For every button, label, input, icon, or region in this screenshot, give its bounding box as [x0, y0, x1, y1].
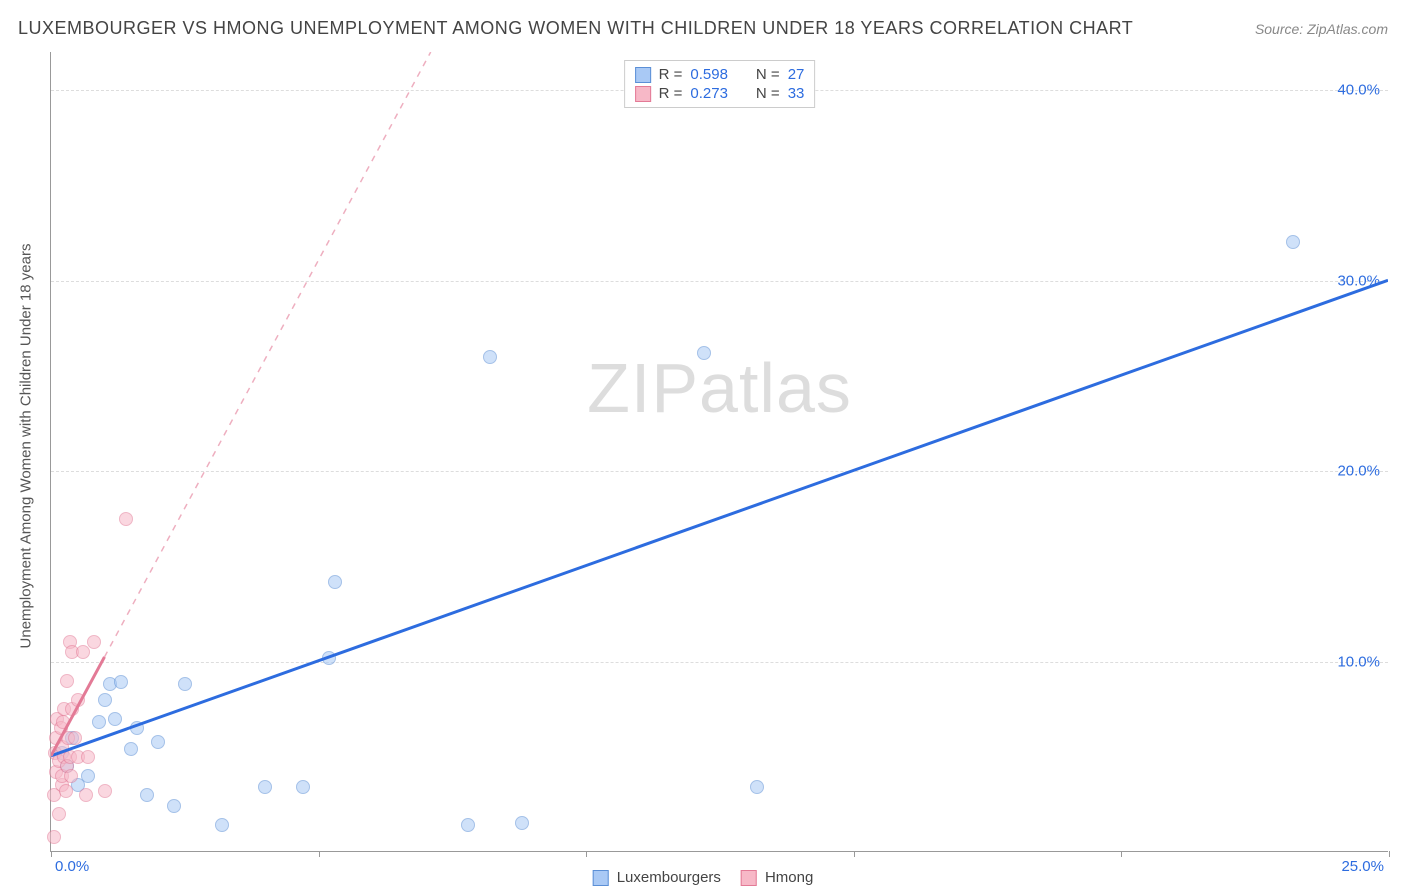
data-point — [47, 830, 61, 844]
x-tick — [854, 851, 855, 857]
data-point — [1286, 235, 1300, 249]
gridline — [51, 662, 1388, 663]
data-point — [71, 693, 85, 707]
legend-r-label: R = — [659, 85, 683, 102]
legend-swatch — [593, 870, 609, 886]
legend-label: Hmong — [765, 869, 813, 886]
data-point — [56, 715, 70, 729]
gridline — [51, 281, 1388, 282]
data-point — [64, 769, 78, 783]
data-point — [92, 715, 106, 729]
data-point — [296, 780, 310, 794]
legend-stats-row: R = 0.273 N = 33 — [635, 84, 805, 103]
data-point — [697, 346, 711, 360]
data-point — [483, 350, 497, 364]
legend-n-label: N = — [756, 66, 780, 83]
data-point — [59, 784, 73, 798]
legend-stats: R = 0.598 N = 27 R = 0.273 N = 33 — [624, 60, 816, 108]
x-tick — [1121, 851, 1122, 857]
data-point — [81, 769, 95, 783]
data-point — [52, 807, 66, 821]
y-tick-label: 40.0% — [1337, 82, 1380, 99]
data-point — [750, 780, 764, 794]
legend-swatch — [741, 870, 757, 886]
data-point — [124, 742, 138, 756]
x-tick-label: 25.0% — [1341, 858, 1384, 875]
chart-title: LUXEMBOURGER VS HMONG UNEMPLOYMENT AMONG… — [18, 18, 1133, 39]
scatter-plot: ZIPatlas R = 0.598 N = 27 R = 0.273 N = 33 10.0… — [50, 52, 1388, 852]
data-point — [515, 816, 529, 830]
source-label: Source: ZipAtlas.com — [1255, 21, 1388, 37]
data-point — [68, 731, 82, 745]
legend-label: Luxembourgers — [617, 869, 721, 886]
x-tick — [1389, 851, 1390, 857]
data-point — [114, 675, 128, 689]
legend-swatch — [635, 86, 651, 102]
data-point — [60, 674, 74, 688]
legend-series: Luxembourgers Hmong — [593, 869, 814, 886]
data-point — [322, 651, 336, 665]
gridline — [51, 471, 1388, 472]
data-point — [215, 818, 229, 832]
legend-item: Luxembourgers — [593, 869, 721, 886]
legend-r-value: 0.273 — [690, 85, 728, 102]
legend-r-label: R = — [659, 66, 683, 83]
data-point — [108, 712, 122, 726]
legend-n-label: N = — [756, 85, 780, 102]
x-tick — [51, 851, 52, 857]
data-point — [98, 784, 112, 798]
y-tick-label: 30.0% — [1337, 272, 1380, 289]
data-point — [328, 575, 342, 589]
data-point — [98, 693, 112, 707]
data-point — [140, 788, 154, 802]
data-point — [167, 799, 181, 813]
legend-n-value: 27 — [788, 66, 805, 83]
data-point — [151, 735, 165, 749]
watermark: ZIPatlas — [587, 348, 852, 428]
legend-r-value: 0.598 — [690, 66, 728, 83]
x-tick-label: 0.0% — [55, 858, 89, 875]
trend-line — [51, 280, 1388, 756]
y-axis-label: Unemployment Among Women with Children U… — [18, 244, 35, 649]
legend-stats-row: R = 0.598 N = 27 — [635, 65, 805, 84]
data-point — [258, 780, 272, 794]
y-tick-label: 10.0% — [1337, 653, 1380, 670]
y-tick-label: 20.0% — [1337, 463, 1380, 480]
legend-item: Hmong — [741, 869, 813, 886]
data-point — [87, 635, 101, 649]
legend-swatch — [635, 67, 651, 83]
data-point — [461, 818, 475, 832]
data-point — [81, 750, 95, 764]
data-point — [79, 788, 93, 802]
data-point — [130, 721, 144, 735]
x-tick — [586, 851, 587, 857]
data-point — [119, 512, 133, 526]
data-point — [178, 677, 192, 691]
legend-n-value: 33 — [788, 85, 805, 102]
x-tick — [319, 851, 320, 857]
trend-line-extrapolated — [104, 52, 430, 657]
